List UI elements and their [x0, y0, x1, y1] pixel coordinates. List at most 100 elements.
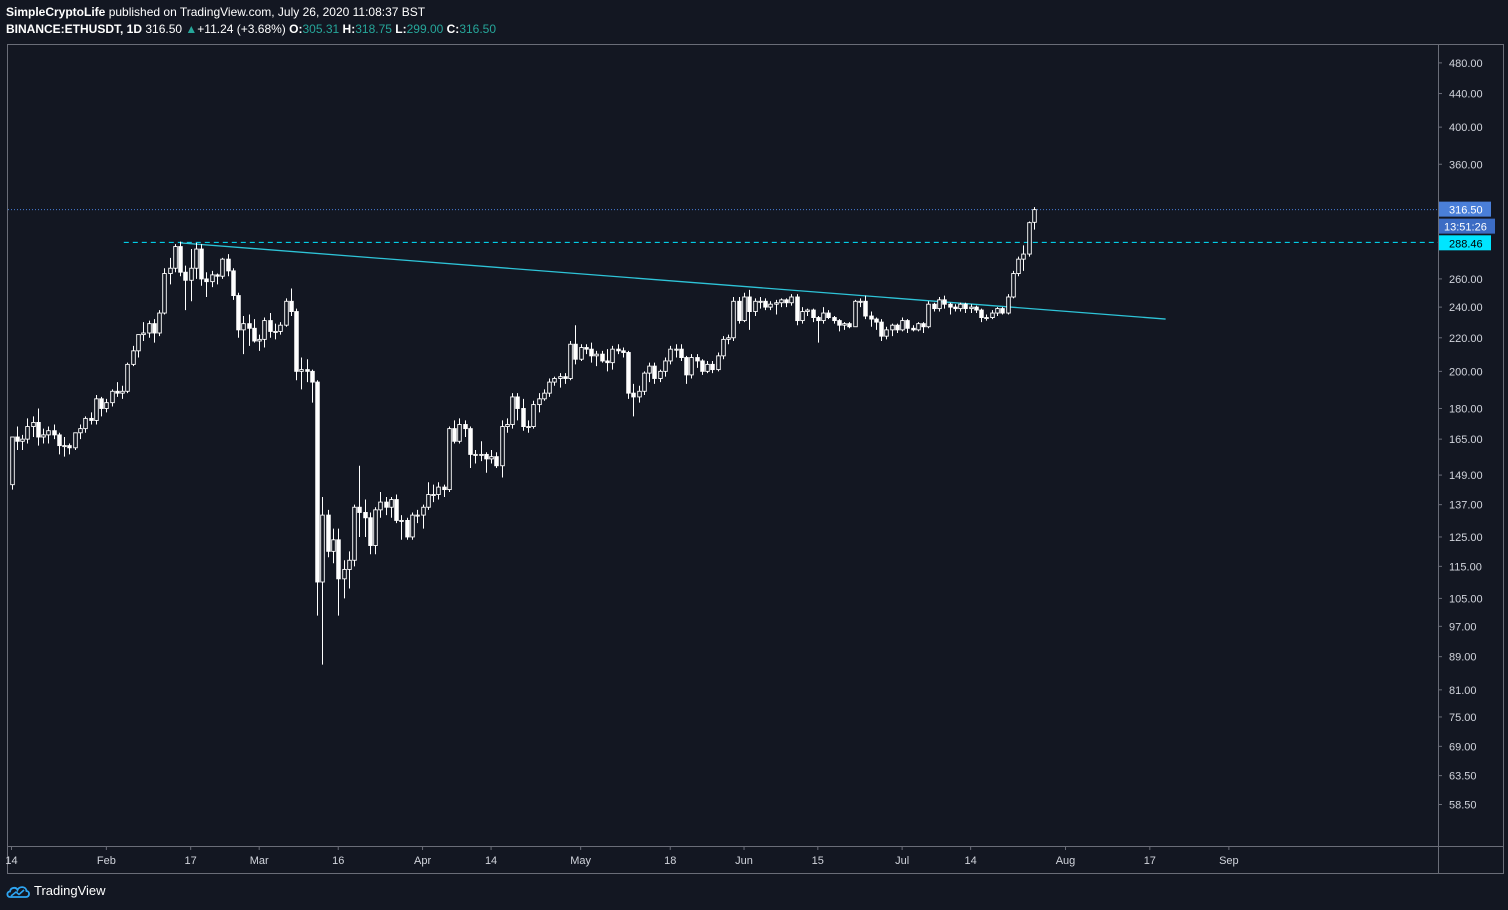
candle: [273, 323, 278, 340]
x-tick-label: 15: [812, 855, 824, 867]
candle: [842, 322, 847, 330]
candle: [573, 325, 578, 365]
candle-body: [911, 327, 916, 331]
candle: [594, 350, 599, 367]
candle-body: [753, 300, 758, 313]
candle: [953, 304, 958, 312]
candle: [136, 334, 141, 358]
candle-body: [41, 434, 46, 438]
candle-body: [932, 303, 937, 310]
candle-body: [168, 267, 173, 274]
candle: [584, 344, 589, 355]
candle: [78, 424, 83, 440]
candle: [969, 304, 974, 314]
candle: [110, 389, 115, 407]
candle: [774, 299, 779, 315]
candle: [67, 443, 72, 455]
candle: [199, 244, 204, 286]
x-tick-label: 14: [5, 855, 17, 867]
candle: [647, 362, 652, 383]
candle-body: [616, 348, 621, 352]
candle: [399, 515, 404, 540]
candle: [442, 484, 447, 498]
candle-body: [1032, 209, 1037, 223]
candle: [1032, 207, 1037, 230]
candle: [705, 360, 710, 374]
candle: [537, 393, 542, 413]
candle: [668, 345, 673, 365]
candle: [247, 314, 252, 346]
candle-body: [710, 363, 715, 371]
price-axis: 480.00 440.00 400.00 360.00 260.00 240.00 220.…: [1438, 58, 1483, 811]
candle-body: [937, 299, 942, 310]
candle: [747, 289, 752, 330]
candle-body: [384, 501, 389, 508]
candle: [41, 428, 46, 444]
candle: [674, 344, 679, 358]
candle: [241, 316, 246, 355]
candle-body: [83, 417, 88, 430]
candle-body: [104, 402, 109, 409]
tradingview-logo[interactable]: TradingView: [6, 883, 106, 898]
candle: [231, 268, 236, 300]
candle-body: [141, 332, 146, 336]
y-tick-label: 105.00: [1449, 593, 1483, 605]
y-tick-label: 97.00: [1449, 621, 1477, 633]
candle-body: [115, 390, 120, 394]
y-tick-label: 400.00: [1449, 122, 1483, 134]
candle-body: [795, 296, 800, 322]
candle: [731, 296, 736, 341]
candle: [637, 385, 642, 403]
low-value: 299.00: [406, 22, 444, 36]
candle-body: [473, 453, 478, 456]
candle-body: [20, 438, 25, 442]
candle: [721, 336, 726, 360]
candle-body: [479, 453, 484, 456]
time-axis: 14 Feb 17 Mar 16 Apr 14 May 18 Jun 15 Jul 14 Aug 17 Sep: [5, 846, 1239, 867]
candle: [684, 355, 689, 384]
candle: [526, 420, 531, 433]
candle-body: [489, 456, 494, 460]
candle-body: [247, 323, 252, 329]
candle-body: [415, 514, 420, 517]
candle-body: [500, 426, 505, 467]
candle-body: [768, 303, 773, 308]
candle: [990, 310, 995, 320]
candle: [600, 350, 605, 363]
candle-body: [668, 348, 673, 362]
candle-body: [926, 303, 931, 328]
candle-body: [1016, 258, 1021, 274]
candle: [853, 299, 858, 328]
candle: [299, 357, 304, 390]
candle-body: [289, 300, 294, 313]
candle-body: [626, 352, 631, 394]
candle-body: [974, 306, 979, 311]
candle-body: [352, 506, 357, 561]
chart-frame: [7, 44, 1504, 874]
candle: [104, 398, 109, 413]
candle-body: [331, 539, 336, 552]
y-tick-label: 58.50: [1449, 799, 1477, 811]
y-tick-label: 81.00: [1449, 685, 1477, 697]
candle: [510, 393, 515, 429]
candle: [331, 528, 336, 564]
candle-body: [879, 321, 884, 337]
candle-body: [853, 300, 858, 328]
candle-body: [273, 330, 278, 333]
high-value: 318.75: [355, 22, 392, 36]
level-price-label: 288.46: [1449, 238, 1483, 250]
candle: [352, 504, 357, 567]
candle-body: [594, 353, 599, 357]
candle: [125, 362, 130, 394]
candle: [141, 322, 146, 341]
candle: [795, 294, 800, 326]
candle-body: [558, 376, 563, 379]
candle: [847, 322, 852, 329]
candle-body: [568, 343, 573, 379]
candle-body: [52, 430, 57, 436]
candle-body: [215, 274, 220, 277]
candle-body: [1027, 222, 1032, 255]
candle: [83, 416, 88, 433]
candle-body: [204, 278, 209, 283]
